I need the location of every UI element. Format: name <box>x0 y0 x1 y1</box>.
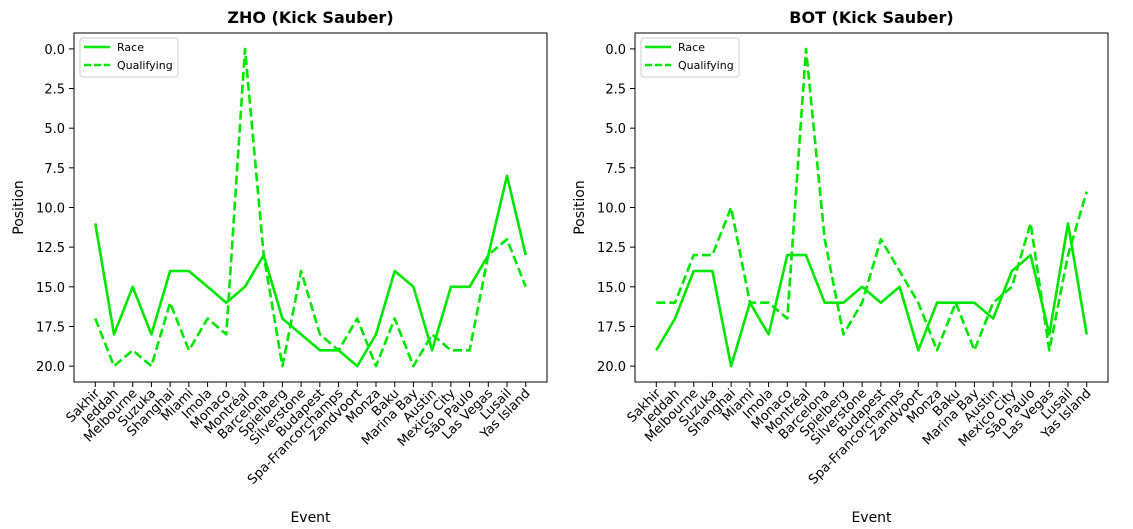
y-tick-label: 0.0 <box>44 43 65 58</box>
y-tick-label: 10.0 <box>36 202 65 217</box>
legend-race-label: Race <box>678 41 705 54</box>
y-tick-label: 12.5 <box>36 241 65 256</box>
legend: Race Qualifying <box>79 37 179 78</box>
y-tick-label: 17.5 <box>36 320 65 335</box>
chart-title: BOT (Kick Sauber) <box>789 8 953 27</box>
y-tick-label: 7.5 <box>605 162 626 177</box>
plot-area: 0.02.55.07.510.012.515.017.520.0SakhirJe… <box>36 32 548 488</box>
y-axis-label: Position <box>11 180 27 235</box>
y-tick-label: 20.0 <box>597 360 626 375</box>
legend: Race Qualifying <box>640 37 740 78</box>
y-tick-label: 5.0 <box>605 122 626 137</box>
chart-panel-bot: BOT (Kick Sauber) Position Event 0.0 2.5 5… <box>572 8 1109 526</box>
plot-area: 0.02.55.07.510.012.515.017.520.0SakhirJe… <box>597 32 1109 488</box>
y-tick-label: 7.5 <box>44 162 65 177</box>
legend-qualifying-label: Qualifying <box>678 59 734 72</box>
x-axis-label: Event <box>290 510 331 526</box>
series-line-race <box>655 222 1088 368</box>
y-axis-label: Position <box>572 180 588 235</box>
y-tick-label: 12.5 <box>597 241 626 256</box>
y-tick-label: 15.0 <box>597 281 626 296</box>
y-tick-label: 5.0 <box>44 122 65 137</box>
legend-qualifying-label: Qualifying <box>117 59 173 72</box>
series-line-race <box>94 174 527 368</box>
y-tick-label: 15.0 <box>36 281 65 296</box>
y-tick-label: 2.5 <box>605 83 626 98</box>
series-line-qualifying <box>656 47 1088 352</box>
y-tick-label: 20.0 <box>36 360 65 375</box>
x-axis-label: Event <box>851 510 892 526</box>
y-tick-label: 17.5 <box>597 320 626 335</box>
y-tick-label: 2.5 <box>44 83 65 98</box>
chart-panel-zho: ZHO (Kick Sauber) Position Event 0.0 2.5 5… <box>11 8 548 526</box>
y-tick-label: 10.0 <box>597 202 626 217</box>
chart-title: ZHO (Kick Sauber) <box>227 8 393 27</box>
legend-race-label: Race <box>117 41 144 54</box>
axes-frame <box>73 32 548 383</box>
y-tick-label: 0.0 <box>605 43 626 58</box>
series-line-qualifying <box>94 47 527 368</box>
axes-frame <box>634 32 1109 383</box>
